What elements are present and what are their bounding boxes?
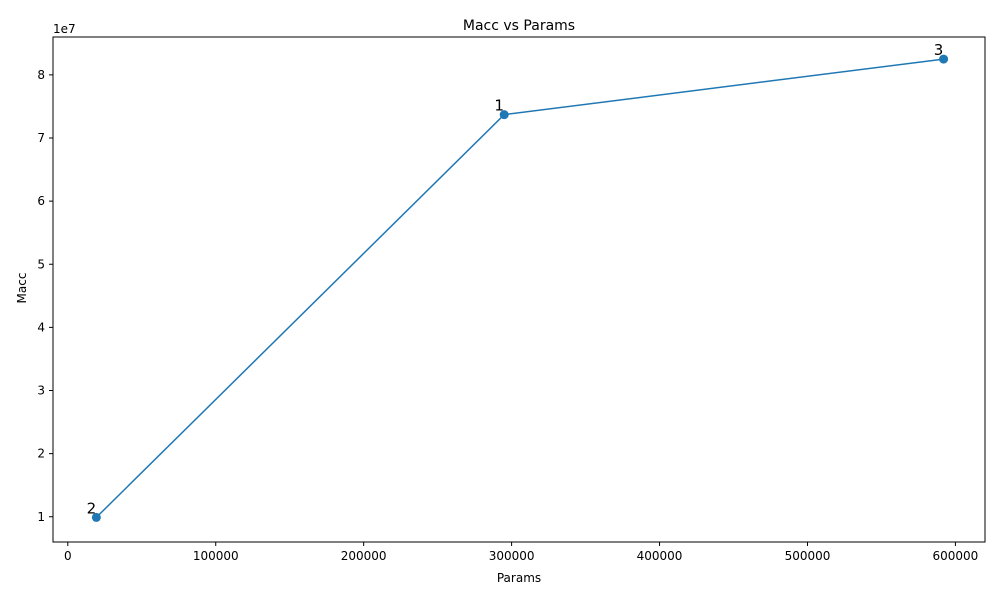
series-layer: 2 1 3 bbox=[87, 41, 949, 522]
data-point bbox=[939, 54, 949, 64]
x-tick-label: 300000 bbox=[489, 549, 535, 563]
y-axis-offset-label: 1e7 bbox=[53, 22, 76, 36]
plot-frame bbox=[52, 36, 986, 543]
x-tick-label: 0 bbox=[64, 549, 72, 563]
y-tick-label: 4 bbox=[37, 320, 45, 334]
x-axis: 0 100000 200000 300000 400000 500000 600000 bbox=[64, 542, 978, 563]
chart-title: Macc vs Params bbox=[463, 18, 575, 34]
data-point-label: 1 bbox=[494, 97, 504, 115]
data-point-label: 2 bbox=[87, 499, 97, 517]
plot-area bbox=[52, 36, 986, 543]
series-line bbox=[95, 58, 944, 518]
data-point bbox=[499, 110, 509, 120]
x-axis-label: Params bbox=[497, 571, 541, 585]
y-tick-label: 1 bbox=[37, 510, 45, 524]
x-tick-label: 600000 bbox=[933, 549, 979, 563]
x-tick-label: 200000 bbox=[341, 549, 387, 563]
data-point bbox=[91, 512, 101, 522]
y-tick-label: 8 bbox=[37, 68, 45, 82]
data-point-label: 3 bbox=[934, 41, 944, 59]
y-axis-label: Macc bbox=[15, 273, 29, 304]
y-tick-label: 3 bbox=[37, 384, 45, 398]
x-tick-label: 400000 bbox=[637, 549, 683, 563]
y-axis: 1 2 3 4 5 6 7 8 bbox=[37, 68, 53, 524]
y-tick-label: 5 bbox=[37, 257, 45, 271]
x-tick-label: 500000 bbox=[785, 549, 831, 563]
x-tick-label: 100000 bbox=[193, 549, 239, 563]
y-tick-label: 2 bbox=[37, 447, 45, 461]
y-tick-label: 7 bbox=[37, 131, 45, 145]
y-tick-label: 6 bbox=[37, 194, 45, 208]
